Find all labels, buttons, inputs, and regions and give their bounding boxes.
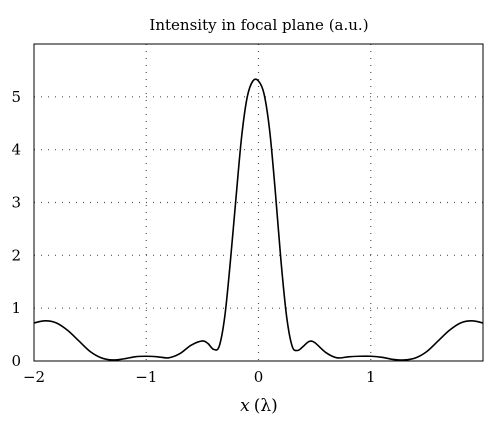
y-tick-label: 1: [11, 299, 21, 317]
chart-title: Intensity in focal plane (a.u.): [149, 16, 368, 34]
x-axis-unit: (λ): [254, 396, 278, 416]
data-series: [33, 78, 484, 361]
x-tick-label: −2: [23, 368, 45, 386]
y-tick-label: 2: [11, 246, 21, 264]
y-tick-label: 4: [11, 141, 21, 159]
x-axis-variable: x: [240, 396, 250, 416]
y-tick-label: 0: [11, 352, 21, 370]
x-tick-label: 1: [366, 368, 376, 386]
y-tick-label: 3: [11, 194, 21, 212]
x-tick-label: 0: [254, 368, 264, 386]
y-tick-label: 5: [11, 88, 21, 106]
x-tick-label: −1: [135, 368, 157, 386]
x-axis-label: x (λ): [240, 396, 278, 416]
grid-lines: [34, 44, 483, 361]
x-tick-labels: −2 −1 0 1: [23, 368, 376, 386]
plot-frame: [33, 43, 484, 362]
y-tick-labels: 0 1 2 3 4 5: [11, 88, 21, 370]
intensity-curve: [33, 78, 484, 361]
